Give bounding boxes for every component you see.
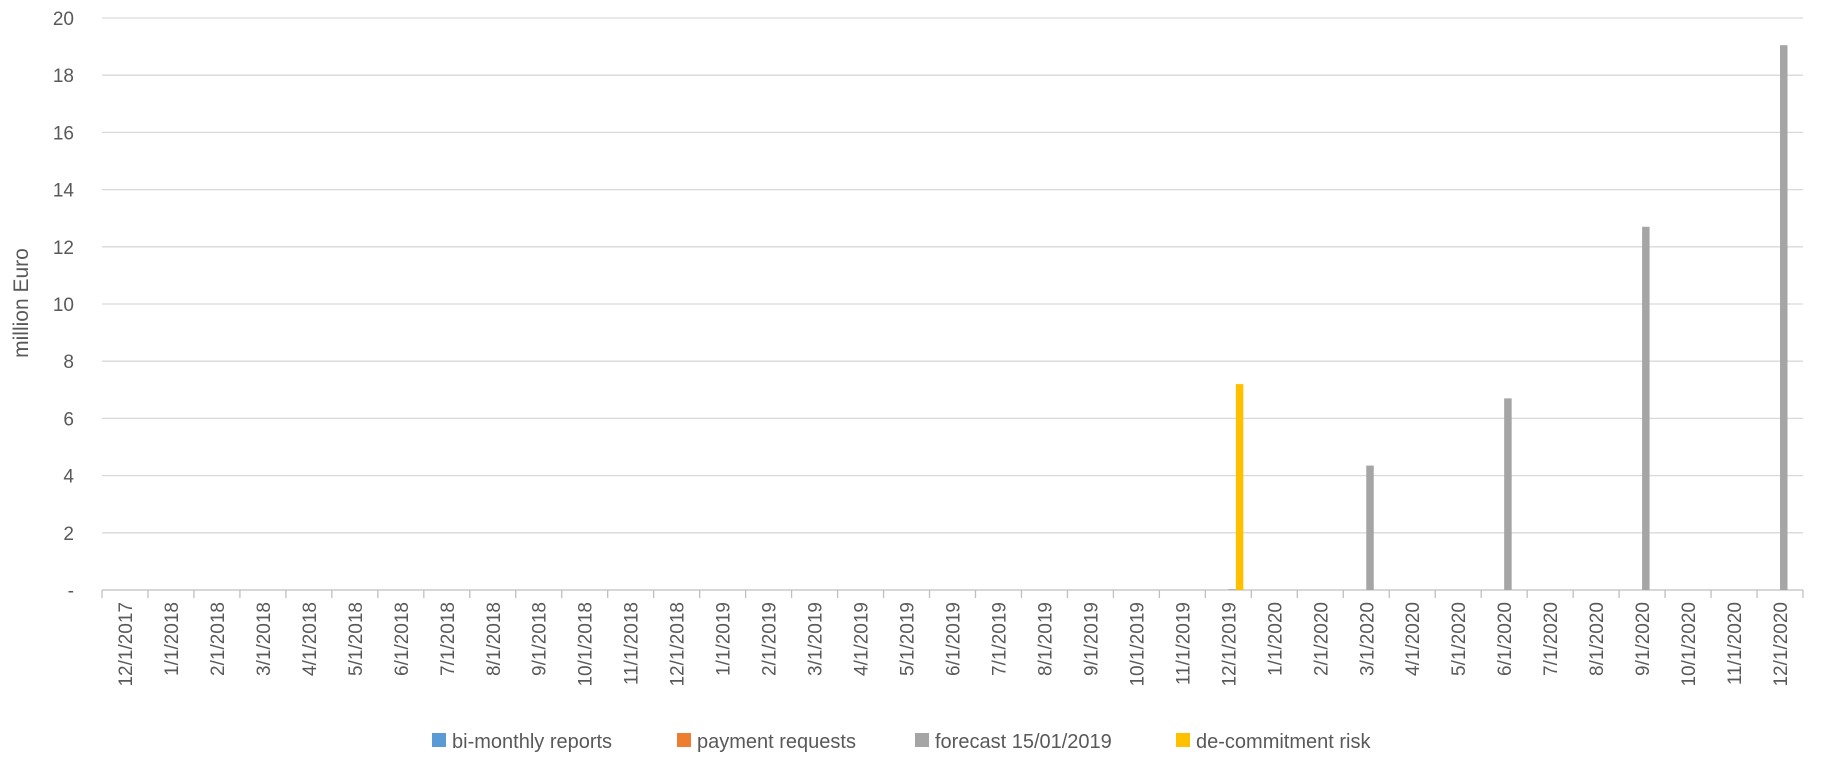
legend-swatch (1176, 733, 1190, 747)
x-tick-label: 2/1/2019 (760, 602, 781, 676)
bars (1228, 45, 1788, 591)
legend-swatch (432, 733, 446, 747)
legend: bi-monthly reports payment requests foreca… (432, 731, 1371, 753)
x-tick-label: 4/1/2020 (1403, 602, 1424, 676)
y-axis-title: million Euro (10, 248, 33, 358)
x-tick-label: 3/1/2018 (254, 602, 275, 676)
legend-label: de-commitment risk (1196, 731, 1371, 753)
y-tick-label: 6 (63, 409, 74, 430)
y-tick-label: 18 (53, 66, 74, 87)
x-tick-label: 10/1/2020 (1679, 602, 1700, 687)
x-tick-label: 4/1/2018 (300, 602, 321, 676)
x-tick-label: 10/1/2018 (576, 602, 597, 687)
x-tick-label: 12/1/2018 (668, 602, 689, 687)
bar (1780, 45, 1788, 591)
y-tick-label: 12 (53, 238, 74, 259)
x-tick-label: 2/1/2020 (1311, 602, 1332, 676)
x-tick-label: 8/1/2019 (1035, 602, 1056, 676)
x-axis: 12/1/2017 1/1/2018 2/1/2018 3/1/2018 4/1/201… (101, 590, 1804, 687)
bar (1642, 226, 1650, 590)
x-tick-label: 12/1/2020 (1771, 602, 1792, 687)
y-tick-label: 10 (53, 295, 74, 316)
x-tick-label: 7/1/2020 (1541, 602, 1562, 676)
x-tick-label: 5/1/2018 (346, 602, 367, 676)
y-tick-label: 4 (63, 467, 74, 488)
x-tick-label: 3/1/2020 (1357, 602, 1378, 676)
x-tick-label: 9/1/2019 (1081, 602, 1102, 676)
y-tick-label: - (68, 581, 74, 602)
legend-label: forecast 15/01/2019 (935, 731, 1112, 753)
bar (1228, 589, 1236, 590)
x-tick-label: 1/1/2018 (162, 602, 183, 676)
y-tick-label: 16 (53, 123, 74, 144)
bar (1504, 398, 1512, 590)
bar (1235, 384, 1244, 590)
x-tick-label: 12/1/2017 (116, 602, 137, 687)
y-tick-label: 14 (53, 181, 75, 202)
x-tick-label: 1/1/2019 (714, 602, 735, 676)
x-tick-label: 4/1/2019 (852, 602, 873, 676)
x-tick-label: 1/1/2020 (1265, 602, 1286, 676)
x-tick-label: 6/1/2019 (944, 602, 965, 676)
x-tick-label: 6/1/2020 (1495, 602, 1516, 676)
y-tick-label: 8 (63, 352, 74, 373)
x-tick-label: 9/1/2020 (1633, 602, 1654, 676)
x-tick-label: 7/1/2019 (989, 602, 1010, 676)
x-tick-label: 5/1/2020 (1449, 602, 1470, 676)
x-tick-label: 11/1/2019 (1173, 602, 1194, 685)
legend-swatch (915, 733, 929, 747)
legend-swatch (677, 733, 691, 747)
y-axis: - 2 4 6 8 10 12 14 16 18 20 (53, 9, 75, 602)
x-tick-label: 6/1/2018 (392, 602, 413, 676)
x-tick-label: 7/1/2018 (438, 602, 459, 676)
x-tick-label: 2/1/2018 (208, 602, 229, 676)
x-tick-label: 8/1/2020 (1587, 602, 1608, 676)
x-tick-label: 10/1/2019 (1127, 602, 1148, 687)
legend-label: payment requests (697, 731, 856, 753)
x-tick-label: 8/1/2018 (484, 602, 505, 676)
legend-label: bi-monthly reports (452, 731, 612, 753)
gridlines (102, 17, 1803, 591)
x-tick-label: 9/1/2018 (530, 602, 551, 676)
y-tick-label: 20 (53, 9, 74, 30)
x-tick-label: 3/1/2019 (806, 602, 827, 676)
bar (1366, 465, 1374, 590)
x-tick-label: 11/1/2018 (622, 602, 643, 685)
x-tick-label: 12/1/2019 (1219, 602, 1240, 687)
x-tick-label: 11/1/2020 (1725, 602, 1746, 685)
y-tick-label: 2 (63, 524, 74, 545)
x-tick-label: 5/1/2019 (898, 602, 919, 676)
